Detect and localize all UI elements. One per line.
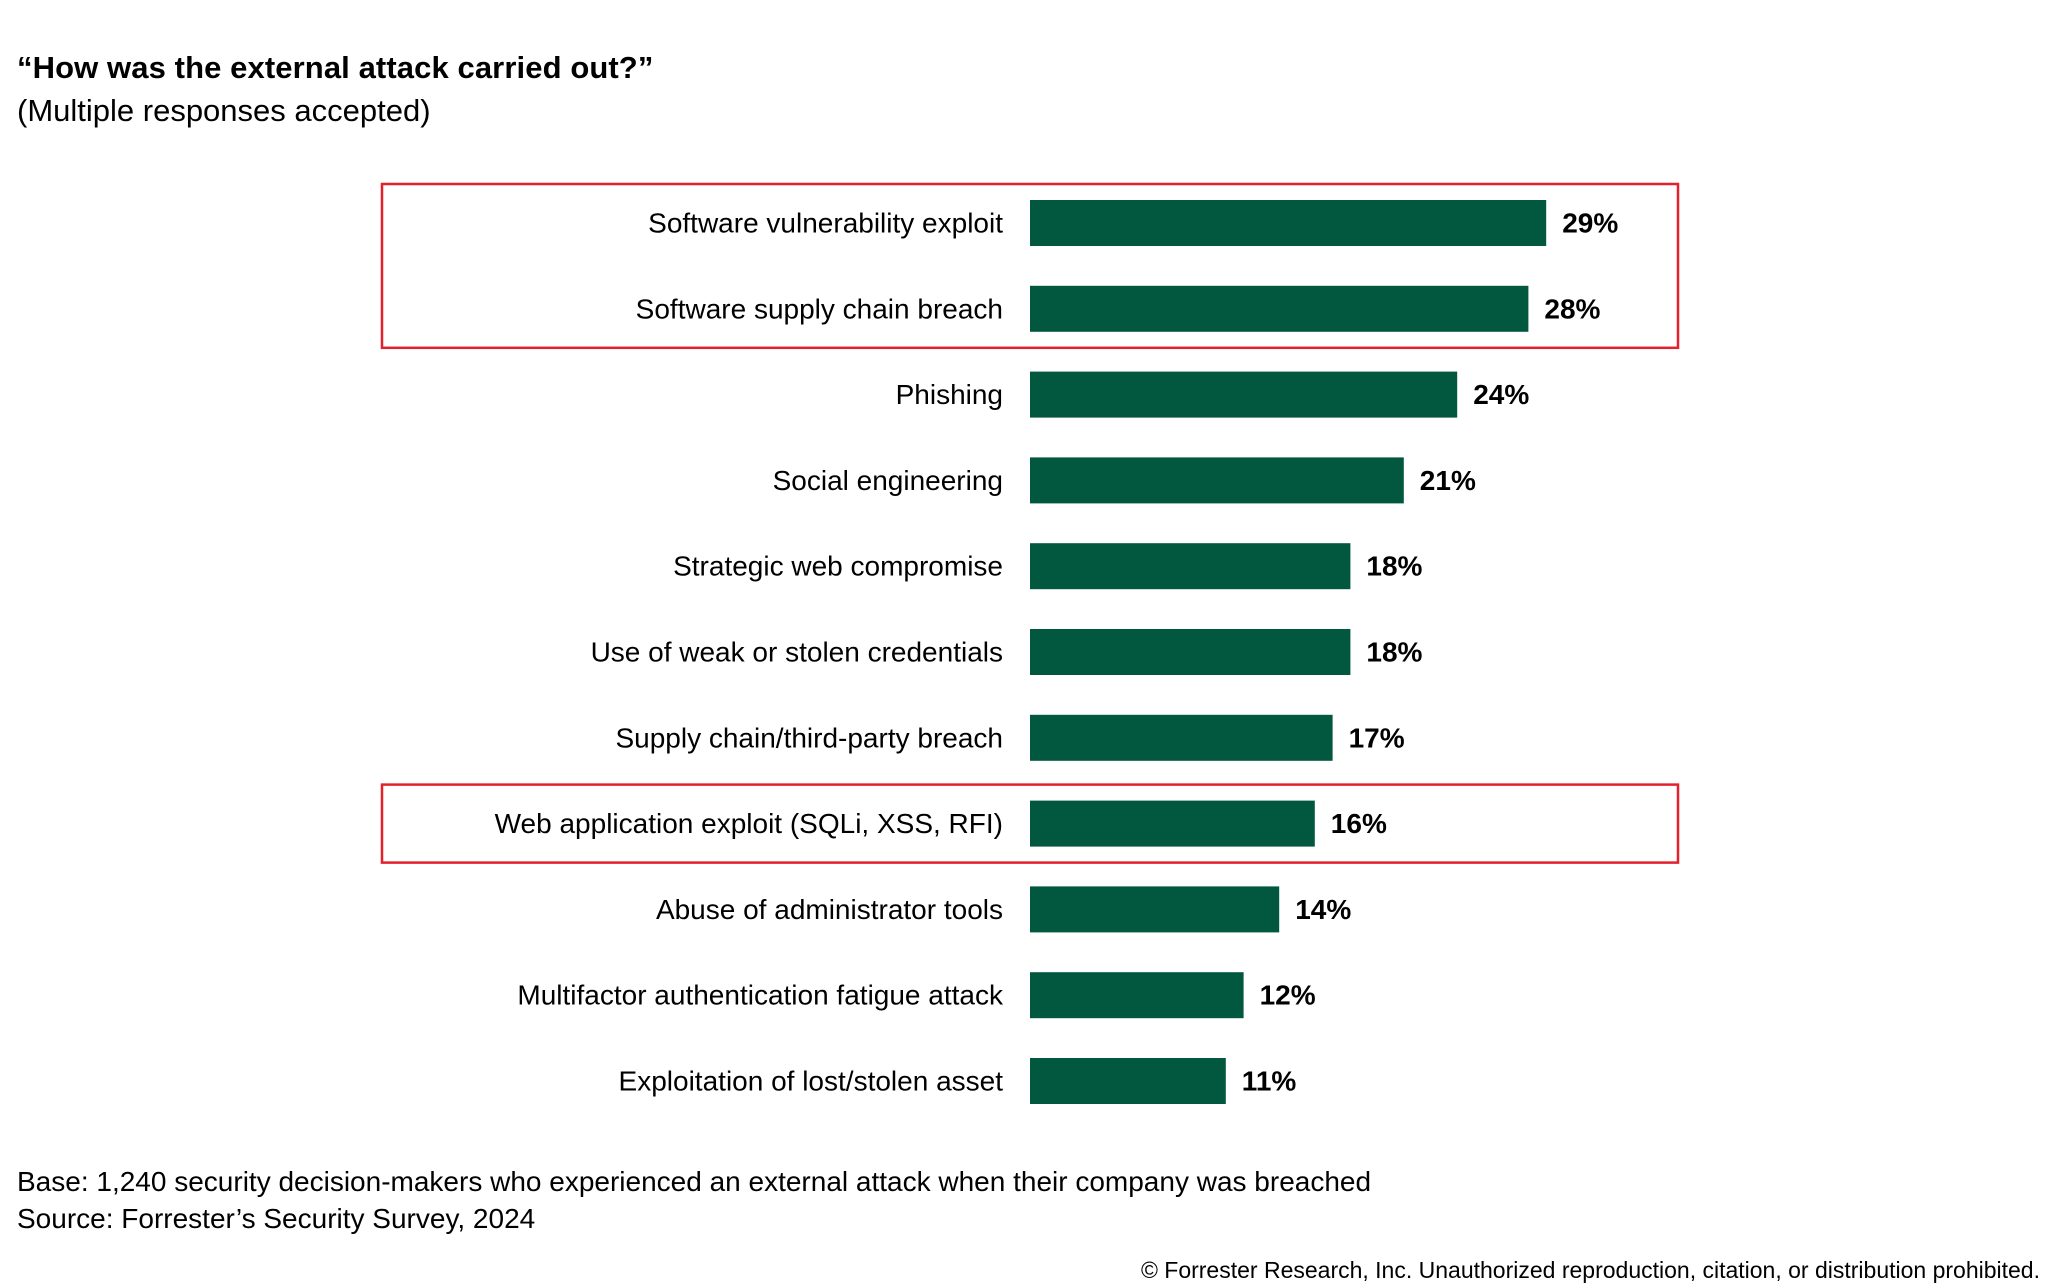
bar	[1030, 543, 1351, 590]
value-label: 24%	[1473, 379, 1529, 410]
base-note: Base: 1,240 security decision-makers who…	[17, 1166, 1372, 1197]
highlight-box	[380, 783, 1680, 864]
category-label: Social engineering	[773, 465, 1003, 496]
category-label: Phishing	[896, 379, 1003, 410]
category-label: Strategic web compromise	[673, 551, 1003, 582]
bar	[1030, 371, 1458, 418]
copyright-note: © Forrester Research, Inc. Unauthorized …	[1140, 1257, 2040, 1283]
chart-title: “How was the external attack carried out…	[17, 50, 654, 85]
bar	[1030, 972, 1244, 1019]
value-label: 29%	[1562, 208, 1618, 239]
bar	[1030, 457, 1404, 504]
highlight-box	[380, 182, 1680, 350]
bar	[1030, 285, 1529, 332]
category-label: Supply chain/third-party breach	[615, 722, 1003, 753]
value-label: 21%	[1420, 465, 1476, 496]
bar	[1030, 886, 1280, 933]
bar	[1030, 1058, 1226, 1104]
bar	[1030, 714, 1333, 761]
bar	[1030, 629, 1351, 675]
bar-chart: Software vulnerability exploit 29% Softwar…	[380, 182, 1680, 1104]
category-label: Software supply chain breach	[636, 293, 1003, 324]
bar	[1030, 200, 1547, 246]
category-label: Software vulnerability exploit	[648, 208, 1003, 239]
category-label: Abuse of administrator tools	[656, 894, 1003, 925]
value-label: 18%	[1366, 637, 1422, 668]
value-label: 12%	[1260, 980, 1316, 1011]
value-label: 28%	[1544, 293, 1600, 324]
category-label: Multifactor authentication fatigue attac…	[517, 980, 1004, 1011]
category-label: Exploitation of lost/stolen asset	[619, 1066, 1004, 1097]
bar	[1030, 800, 1315, 847]
value-label: 11%	[1242, 1066, 1297, 1097]
value-label: 17%	[1349, 722, 1405, 753]
category-label: Use of weak or stolen credentials	[591, 637, 1003, 668]
source-note: Source: Forrester’s Security Survey, 202…	[17, 1203, 536, 1234]
value-label: 18%	[1366, 551, 1422, 582]
value-label: 16%	[1331, 808, 1387, 839]
chart-subtitle: (Multiple responses accepted)	[17, 93, 431, 128]
value-label: 14%	[1295, 894, 1351, 925]
category-label: Web application exploit (SQLi, XSS, RFI)	[495, 808, 1003, 839]
